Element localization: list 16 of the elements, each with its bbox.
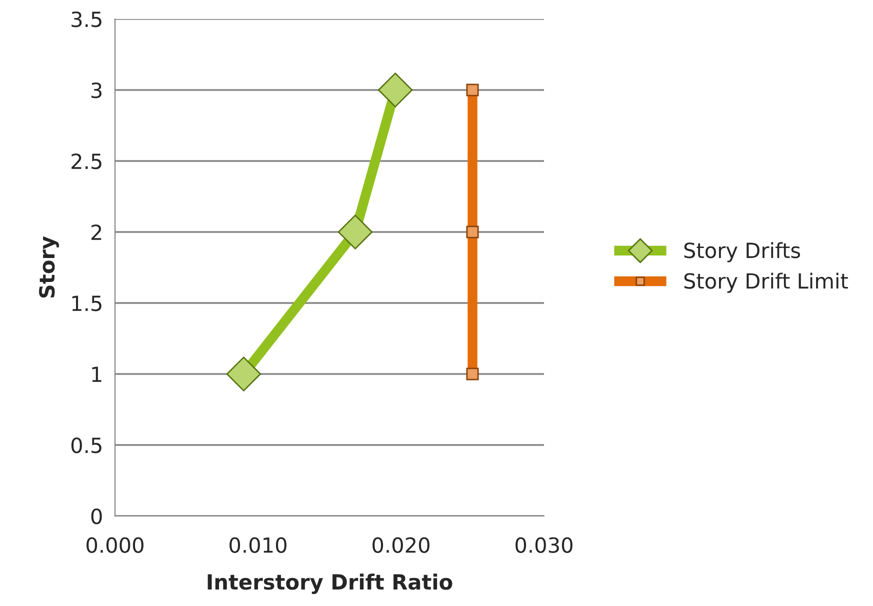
y-tick-label: 3 (92, 82, 102, 98)
y-tick-label: 2 (91, 224, 102, 240)
x-tick-label: 0.000 (86, 537, 144, 553)
y-tick-label: 2.5 (72, 153, 102, 170)
x-tick-label: 0.010 (230, 537, 286, 553)
legend-label: Story Drifts (684, 242, 800, 262)
legend-label: Story Drift Limit (684, 272, 848, 293)
x-axis-title: Interstory Drift Ratio (208, 574, 452, 594)
y-tick-label: 1.5 (72, 296, 102, 312)
y-tick-label: 0.5 (71, 437, 102, 454)
x-tick-label: 0.030 (516, 537, 572, 553)
y-tick-label: 3.5 (72, 11, 102, 28)
x-tick-label: 0.020 (372, 537, 430, 553)
y-axis-title: Story (38, 236, 59, 298)
y-tick-label: 0 (91, 508, 102, 524)
y-tick-label: 1 (92, 366, 102, 382)
